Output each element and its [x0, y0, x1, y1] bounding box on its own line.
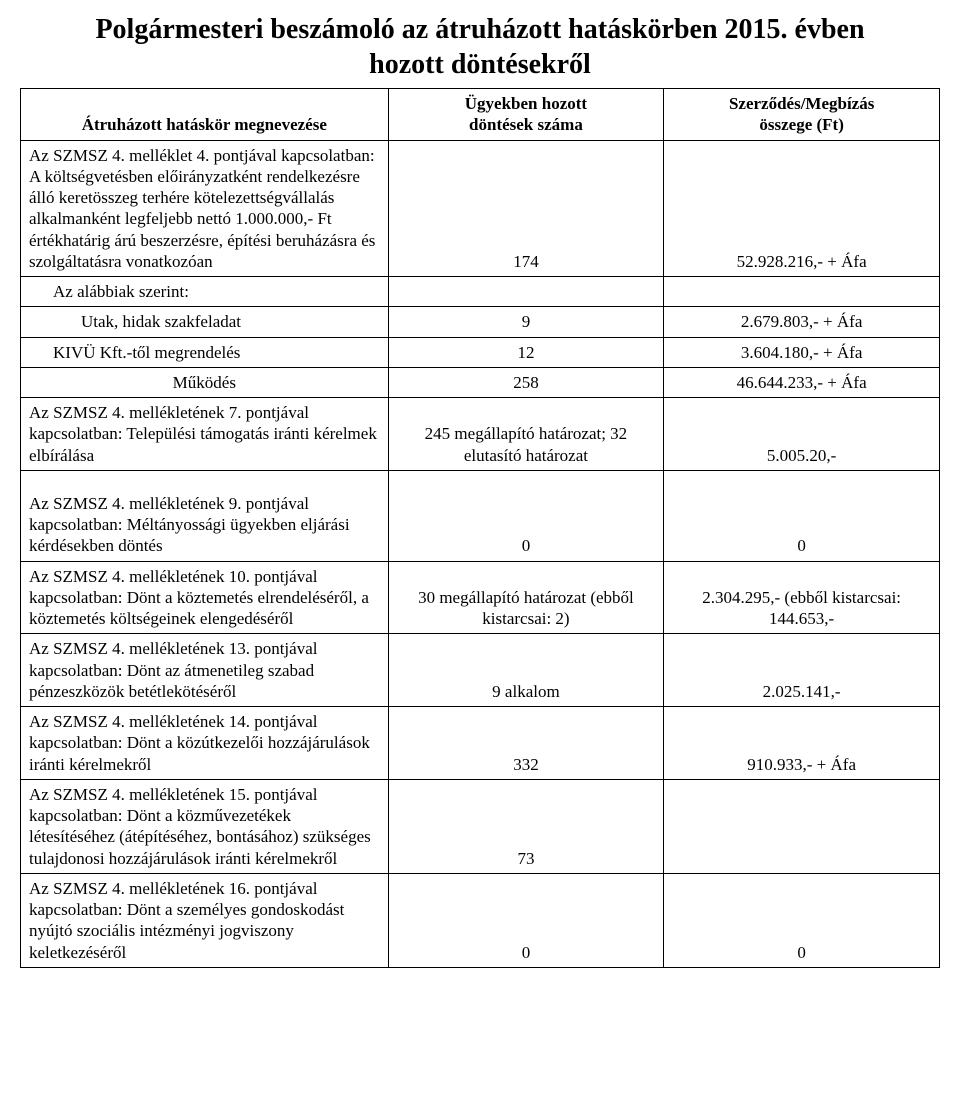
table-row: Az SZMSZ 4. mellékletének 14. pontjával …	[21, 707, 940, 780]
table-row: Utak, hidak szakfeladat92.679.803,- + Áf…	[21, 307, 940, 337]
header-col-1: Átruházott hatáskör megnevezése	[21, 89, 389, 141]
cell-description: Az SZMSZ 4. mellékletének 13. pontjával …	[21, 634, 389, 707]
report-table: Átruházott hatáskör megnevezése Ügyekben…	[20, 88, 940, 968]
table-row: Az SZMSZ 4. melléklet 4. pontjával kapcs…	[21, 140, 940, 277]
title-line-2: hozott döntésekről	[369, 49, 591, 80]
table-row: Az SZMSZ 4. mellékletének 7. pontjával k…	[21, 398, 940, 471]
cell-description: Az SZMSZ 4. mellékletének 14. pontjával …	[21, 707, 389, 780]
page-title: Polgármesteri beszámoló az átruházott ha…	[20, 12, 940, 82]
cell-count: 245 megállapító határozat; 32 elutasító …	[388, 398, 664, 471]
table-header-row: Átruházott hatáskör megnevezése Ügyekben…	[21, 89, 940, 141]
cell-count: 30 megállapító határozat (ebből kistarcs…	[388, 561, 664, 634]
cell-description: Utak, hidak szakfeladat	[21, 307, 389, 337]
table-row: Az SZMSZ 4. mellékletének 13. pontjával …	[21, 634, 940, 707]
table-row: Az SZMSZ 4. mellékletének 10. pontjával …	[21, 561, 940, 634]
cell-description: Az SZMSZ 4. mellékletének 15. pontjával …	[21, 779, 389, 873]
cell-count: 12	[388, 337, 664, 367]
cell-amount: 910.933,- + Áfa	[664, 707, 940, 780]
title-line-1: Polgármesteri beszámoló az átruházott ha…	[95, 14, 864, 45]
table-row: Az SZMSZ 4. mellékletének 16. pontjával …	[21, 873, 940, 967]
header-col-3-line1: Szerződés/Megbízás	[729, 94, 874, 113]
cell-count: 258	[388, 367, 664, 397]
cell-description: Az SZMSZ 4. mellékletének 7. pontjával k…	[21, 398, 389, 471]
page-container: Polgármesteri beszámoló az átruházott ha…	[0, 0, 960, 988]
cell-count: 332	[388, 707, 664, 780]
header-col-2: Ügyekben hozott döntések száma	[388, 89, 664, 141]
cell-description: KIVÜ Kft.-től megrendelés	[21, 337, 389, 367]
header-col-1-text: Átruházott hatáskör megnevezése	[82, 115, 327, 134]
cell-count: 73	[388, 779, 664, 873]
cell-count	[388, 277, 664, 307]
table-row: KIVÜ Kft.-től megrendelés123.604.180,- +…	[21, 337, 940, 367]
header-col-2-line1: Ügyekben hozott	[465, 94, 587, 113]
cell-amount	[664, 277, 940, 307]
cell-count: 0	[388, 470, 664, 561]
cell-count: 9	[388, 307, 664, 337]
cell-amount: 2.025.141,-	[664, 634, 940, 707]
cell-amount: 2.679.803,- + Áfa	[664, 307, 940, 337]
cell-amount	[664, 779, 940, 873]
cell-amount: 46.644.233,- + Áfa	[664, 367, 940, 397]
cell-count: 0	[388, 873, 664, 967]
header-col-3: Szerződés/Megbízás összege (Ft)	[664, 89, 940, 141]
table-row: Az SZMSZ 4. mellékletének 15. pontjával …	[21, 779, 940, 873]
cell-amount: 2.304.295,- (ebből kistarcsai: 144.653,-	[664, 561, 940, 634]
cell-description: Az SZMSZ 4. mellékletének 10. pontjával …	[21, 561, 389, 634]
cell-description: Az SZMSZ 4. mellékletének 9. pontjával k…	[21, 470, 389, 561]
header-col-2-line2: döntések száma	[469, 115, 583, 134]
cell-description: Működés	[21, 367, 389, 397]
cell-description: Az alábbiak szerint:	[21, 277, 389, 307]
table-row: Az SZMSZ 4. mellékletének 9. pontjával k…	[21, 470, 940, 561]
table-row: Az alábbiak szerint:	[21, 277, 940, 307]
cell-amount: 52.928.216,- + Áfa	[664, 140, 940, 277]
table-row: Működés25846.644.233,- + Áfa	[21, 367, 940, 397]
cell-amount: 0	[664, 470, 940, 561]
cell-count: 9 alkalom	[388, 634, 664, 707]
cell-description: Az SZMSZ 4. melléklet 4. pontjával kapcs…	[21, 140, 389, 277]
cell-amount: 3.604.180,- + Áfa	[664, 337, 940, 367]
cell-amount: 0	[664, 873, 940, 967]
header-col-3-line2: összege (Ft)	[759, 115, 844, 134]
report-table-body: Az SZMSZ 4. melléklet 4. pontjával kapcs…	[21, 140, 940, 967]
cell-count: 174	[388, 140, 664, 277]
cell-amount: 5.005.20,-	[664, 398, 940, 471]
cell-description: Az SZMSZ 4. mellékletének 16. pontjával …	[21, 873, 389, 967]
